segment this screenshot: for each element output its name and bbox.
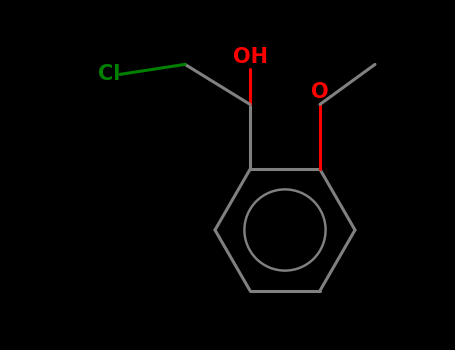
Text: Cl: Cl — [98, 64, 120, 84]
Text: O: O — [311, 82, 329, 103]
Text: OH: OH — [233, 47, 268, 68]
